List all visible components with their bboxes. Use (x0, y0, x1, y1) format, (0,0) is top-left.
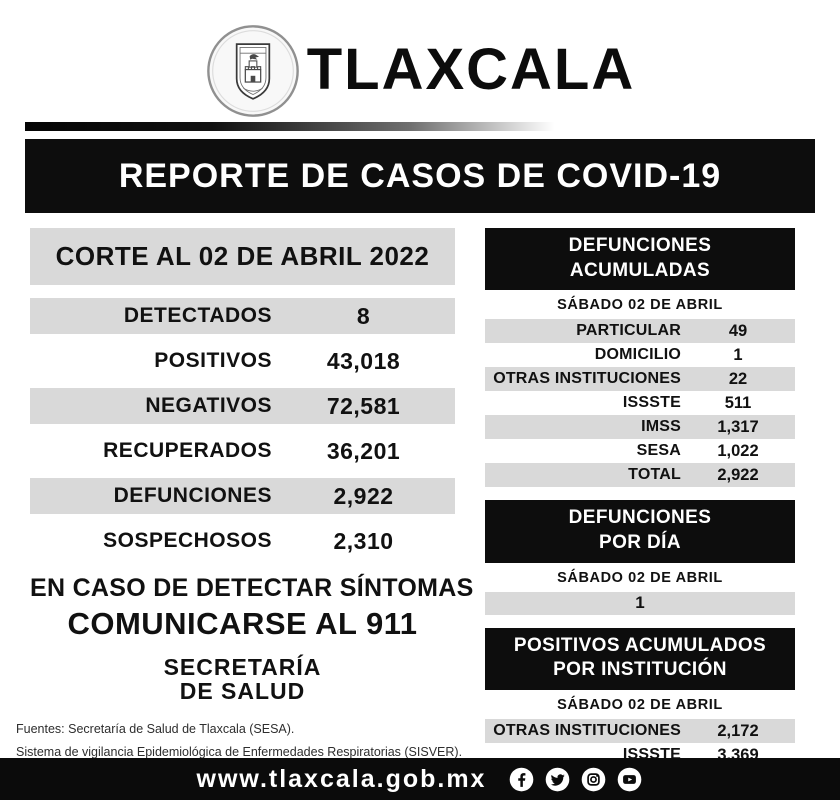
table-row-total: TOTAL 2,922 (485, 463, 795, 488)
row-label: SESA (636, 442, 681, 460)
source-line-2: Sistema de vigilancia Epidemiológica de … (16, 745, 463, 760)
cutoff-date-bar: CORTE AL 02 DE ABRIL 2022 (30, 228, 455, 285)
section-title-line1: DEFUNCIONES (568, 235, 712, 256)
health-secretary-signature: SECRETARÍA DE SALUD (30, 655, 455, 703)
data-sources: Fuentes: Secretaría de Salud de Tlaxcala… (16, 718, 491, 764)
report-title: REPORTE DE CASOS DE COVID-19 (118, 156, 722, 195)
table-row-issste: ISSSTE 511 (485, 391, 795, 415)
stat-row-negativos: NEGATIVOS 72,581 (30, 388, 455, 424)
stat-value: 2,310 (333, 527, 394, 554)
section-header: DEFUNCIONES POR DÍA (485, 500, 795, 563)
row-value: 1 (733, 345, 743, 364)
section-header: POSITIVOS ACUMULADOS POR INSTITUCIÓN (485, 627, 795, 691)
detail-column: DEFUNCIONES ACUMULADAS SÁBADO 02 DE ABRI… (485, 228, 795, 800)
section-defunciones-por-dia: DEFUNCIONES POR DÍA SÁBADO 02 DE ABRIL 1 (485, 500, 795, 615)
daily-deaths-value: 1 (485, 591, 795, 615)
row-value: 49 (728, 321, 748, 340)
section-date: SÁBADO 02 DE ABRIL (557, 569, 723, 586)
section-title-line1: POSITIVOS ACUMULADOS (513, 634, 767, 656)
section-defunciones-acumuladas: DEFUNCIONES ACUMULADAS SÁBADO 02 DE ABRI… (485, 228, 795, 488)
stat-value: 43,018 (326, 347, 401, 374)
brand-header: TLAXCALA (0, 0, 840, 118)
symptoms-notice: EN CASO DE DETECTAR SÍNTOMAS (30, 574, 474, 602)
row-value: 2,922 (717, 465, 759, 484)
footer-bar: www.tlaxcala.gob.mx (0, 758, 840, 800)
section-title-line1: DEFUNCIONES (568, 507, 712, 529)
stat-row-recuperados: RECUPERADOS 36,201 (30, 433, 455, 469)
row-label: PARTICULAR (576, 322, 681, 340)
call-911-notice: COMUNICARSE AL 911 (67, 606, 418, 641)
row-value: 1,022 (717, 441, 759, 460)
stat-label: POSITIVOS (154, 349, 272, 372)
section-date: SÁBADO 02 DE ABRIL (557, 297, 723, 314)
row-label: ISSSTE (622, 394, 681, 412)
row-value: 2,172 (717, 721, 759, 740)
row-label: DOMICILIO (594, 346, 681, 364)
stat-row-positivos: POSITIVOS 43,018 (30, 343, 455, 379)
stat-value: 8 (356, 302, 371, 329)
agency-line2: DE SALUD (179, 678, 306, 705)
stat-label: SOSPECHOSOS (103, 529, 272, 552)
stat-row-detectados: DETECTADOS 8 (30, 298, 455, 334)
row-label: OTRAS INSTITUCIONES (493, 370, 681, 388)
social-icons-group (508, 766, 643, 793)
row-value: 22 (728, 369, 748, 388)
stat-value: 2,922 (333, 482, 394, 509)
source-line-1: Fuentes: Secretaría de Salud de Tlaxcala… (16, 722, 295, 737)
stat-label: NEGATIVOS (145, 394, 272, 417)
report-content: CORTE AL 02 DE ABRIL 2022 DETECTADOS 8 P… (0, 228, 840, 800)
section-title-line2: ACUMULADAS (569, 259, 711, 281)
facebook-icon[interactable] (508, 766, 535, 793)
section-header: DEFUNCIONES ACUMULADAS (485, 228, 795, 291)
twitter-icon[interactable] (544, 766, 571, 793)
brand-name: TLAXCALA (306, 37, 636, 102)
summary-column: CORTE AL 02 DE ABRIL 2022 DETECTADOS 8 P… (16, 228, 474, 800)
section-date: SÁBADO 02 DE ABRIL (557, 697, 723, 714)
table-row-domicilio: DOMICILIO 1 (485, 343, 795, 367)
stat-value: 72,581 (326, 392, 401, 419)
table-row-imss: IMSS 1,317 (485, 415, 795, 440)
website-url: www.tlaxcala.gob.mx (196, 764, 487, 793)
report-title-bar: REPORTE DE CASOS DE COVID-19 (25, 139, 815, 213)
stat-value: 36,201 (326, 437, 401, 464)
stat-label: DEFUNCIONES (113, 484, 272, 507)
row-label: IMSS (641, 418, 681, 436)
stat-row-sospechosos: SOSPECHOSOS 2,310 (30, 523, 455, 559)
instagram-icon[interactable] (580, 766, 607, 793)
table-row-otras-instituciones: OTRAS INSTITUCIONES 2,172 (485, 719, 795, 744)
section-title-line2: POR DÍA (599, 532, 681, 554)
row-value: 1,317 (717, 417, 759, 436)
row-label: TOTAL (628, 466, 681, 484)
gradient-divider (25, 122, 560, 131)
coat-of-arms-icon (206, 25, 299, 117)
row-label: OTRAS INSTITUCIONES (493, 722, 681, 740)
section-title-line2: POR INSTITUCIÓN (553, 659, 727, 681)
youtube-icon[interactable] (616, 766, 643, 793)
stat-label: DETECTADOS (123, 304, 272, 327)
stat-row-defunciones: DEFUNCIONES 2,922 (30, 478, 455, 514)
stat-label: RECUPERADOS (103, 439, 272, 462)
table-row-sesa: SESA 1,022 (485, 439, 795, 463)
table-row-particular: PARTICULAR 49 (485, 319, 795, 344)
tlaxcala-coat-of-arms-logo (205, 23, 301, 117)
row-value: 511 (724, 393, 752, 412)
agency-line1: SECRETARÍA (163, 654, 322, 680)
table-row-otras-instituciones: OTRAS INSTITUCIONES 22 (485, 367, 795, 392)
